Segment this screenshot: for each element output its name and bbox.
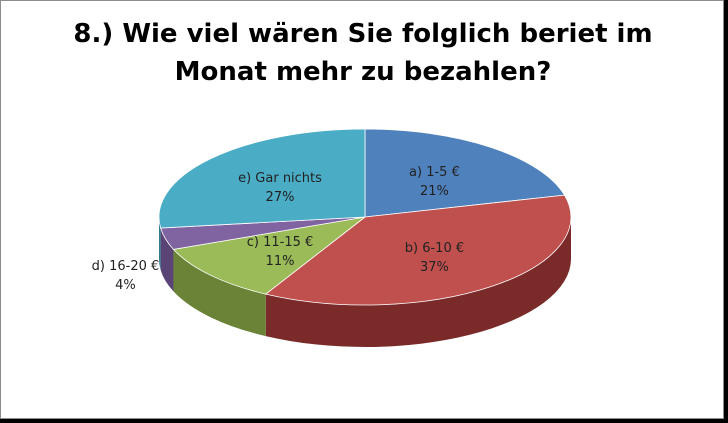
slice-percent-label: 21%: [420, 184, 449, 199]
pie-sides: [159, 217, 571, 348]
pie-side-4: [160, 228, 174, 292]
slice-percent-label: 37%: [420, 260, 449, 275]
pie-slice-2: [264, 194, 572, 306]
pie-slice-5: [158, 128, 366, 229]
pie-side-5: [159, 217, 161, 271]
chart-title-line-2: Monat mehr zu bezahlen?: [174, 57, 552, 87]
pie-side-2: [265, 217, 571, 348]
slice-percent-label: 27%: [266, 190, 295, 205]
chart-title-line-1: 8.) Wie viel wären Sie folglich beriet i…: [73, 19, 653, 49]
pie-slice-1: [364, 128, 566, 218]
slice-percent-label: 4%: [115, 278, 136, 293]
slice-category-label: b) 6-10 €: [405, 241, 464, 256]
slice-category-label: c) 11-15 €: [247, 235, 314, 250]
pie-side-3: [173, 249, 266, 337]
chart-title: 8.) Wie viel wären Sie folglich beriet i…: [1, 15, 725, 91]
pie-labels: a) 1-5 € 21% b) 6-10 € 37% c) 11-15 € 11% d) 1…: [92, 165, 464, 293]
slice-category-label: d) 16-20 €: [92, 259, 160, 274]
pie-slice-3: [172, 216, 366, 295]
slice-category-label: a) 1-5 €: [409, 165, 460, 180]
slice-percent-label: 11%: [266, 254, 295, 269]
pie-top: [158, 128, 572, 306]
slice-category-label: e) Gar nichts: [238, 171, 322, 186]
